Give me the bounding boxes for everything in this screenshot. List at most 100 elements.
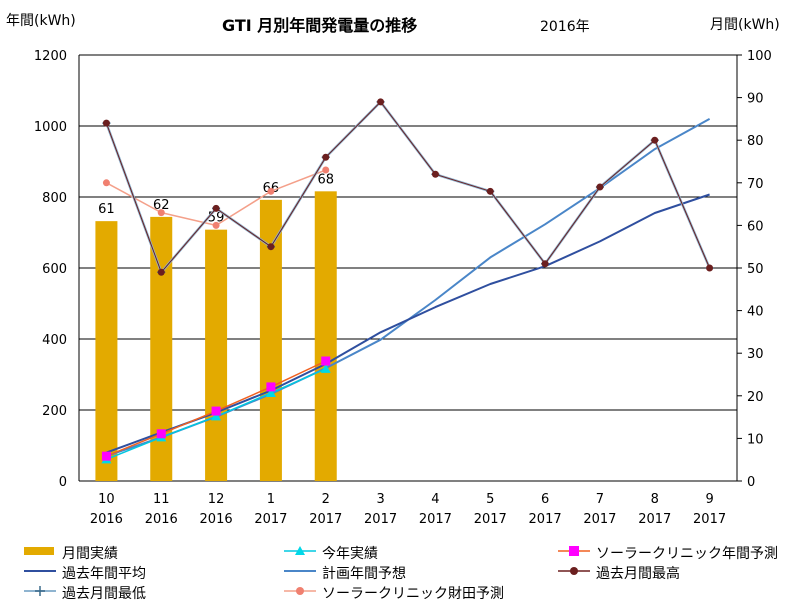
right-axis-tick-label: 40: [747, 305, 764, 320]
legend-label-solar-clinic-annual-forecast: ソーラークリニック年間予測: [596, 546, 778, 562]
marker-past-monthly-max: [541, 260, 549, 268]
left-axis-tick-label: 800: [42, 191, 67, 206]
x-axis-tick-label-year: 2017: [583, 512, 616, 527]
x-axis-tick-label-month: 3: [376, 492, 384, 507]
marker-past-monthly-max: [157, 268, 165, 276]
bar-monthly-actual: [314, 191, 337, 481]
marker-solar-clinic-annual-forecast: [211, 406, 221, 416]
bar-monthly-actual: [150, 216, 173, 481]
chart-title: GTI 月別年間発電量の推移: [222, 16, 418, 35]
legend-label-past-annual-average: 過去年間平均: [62, 566, 146, 582]
x-axis-tick-label-month: 6: [541, 492, 549, 507]
left-axis-tick-label: 1200: [34, 49, 67, 64]
bar-monthly-actual: [259, 199, 282, 481]
legend-label-this-year-actual: 今年実績: [322, 546, 378, 562]
x-axis-tick-label-month: 10: [98, 492, 115, 507]
legend-swatch-monthly-actual: [24, 547, 54, 555]
bar-data-label: 62: [153, 198, 170, 213]
right-axis-tick-label: 70: [747, 177, 764, 192]
legend-label-past-monthly-max: 過去月間最高: [596, 566, 680, 582]
marker-past-monthly-max: [212, 204, 220, 212]
legend-label-solar-clinic-takarada-forecast: ソーラークリニック財田予測: [322, 586, 504, 602]
right-axis-unit-label: 月間(kWh): [710, 17, 780, 33]
left-axis-tick-label: 1000: [34, 120, 67, 135]
marker-past-monthly-max: [596, 183, 604, 191]
x-axis-tick-label-year: 2016: [200, 512, 233, 527]
marker-past-monthly-max: [377, 98, 385, 106]
x-axis-tick-label-year: 2017: [529, 512, 562, 527]
x-axis-tick-label-year: 2017: [309, 512, 342, 527]
legend: 月間実績 今年実績 ソーラークリニック年間予測 過去年間平均 計画年間予想 過去…: [0, 538, 793, 606]
x-axis-tick-label-year: 2016: [145, 512, 178, 527]
marker-past-monthly-max: [431, 170, 439, 178]
x-axis-tick-label-year: 2017: [364, 512, 397, 527]
right-axis-tick-label: 100: [747, 49, 772, 64]
x-axis-tick-label-year: 2017: [693, 512, 726, 527]
line-past-monthly-max: [105, 101, 711, 273]
line-past-annual-average: [106, 193, 710, 454]
right-axis-tick-label: 30: [747, 347, 764, 362]
marker-solar-clinic-takarada-forecast: [267, 187, 275, 195]
marker-past-monthly-max: [267, 243, 275, 251]
x-axis-tick-label-month: 5: [486, 492, 494, 507]
right-axis-tick-label: 20: [747, 390, 764, 405]
x-axis-tick-label-month: 9: [705, 492, 713, 507]
legend-label-planned-annual-forecast: 計画年間予想: [322, 566, 406, 582]
right-axis-tick-label: 60: [747, 219, 764, 234]
marker-this-year-actual: [211, 411, 222, 421]
x-axis-tick-label-month: 7: [596, 492, 604, 507]
legend-swatch-solar-clinic-annual-forecast: [558, 546, 590, 556]
x-axis-tick-label-month: 1: [267, 492, 275, 507]
legend-swatch-past-annual-average: [24, 570, 56, 572]
x-axis-tick-label-month: 12: [208, 492, 225, 507]
marker-solar-clinic-annual-forecast: [156, 429, 166, 439]
marker-solar-clinic-takarada-forecast: [212, 221, 220, 229]
marker-past-monthly-max: [322, 153, 330, 161]
right-axis-tick-label: 50: [747, 262, 764, 277]
left-axis-tick-label: 0: [59, 475, 67, 490]
right-axis-tick-label: 80: [747, 134, 764, 149]
bar-monthly-actual: [95, 221, 118, 481]
marker-solar-clinic-takarada-forecast: [322, 166, 330, 174]
marker-this-year-actual: [320, 363, 331, 373]
x-axis-tick-label-year: 2017: [419, 512, 452, 527]
left-axis-tick-label: 400: [42, 333, 67, 348]
marker-solar-clinic-takarada-forecast: [102, 179, 110, 187]
bar-data-label: 61: [98, 202, 115, 217]
right-axis-tick-label: 90: [747, 92, 764, 107]
marker-solar-clinic-takarada-forecast: [157, 209, 165, 217]
bar-monthly-actual: [205, 229, 228, 481]
legend-swatch-planned-annual-forecast: [284, 570, 316, 572]
x-axis-tick-label-year: 2017: [638, 512, 671, 527]
bar-data-label: 68: [317, 172, 334, 187]
x-axis-tick-label-month: 4: [431, 492, 439, 507]
marker-this-year-actual: [265, 387, 276, 397]
x-axis-tick-label-year: 2017: [254, 512, 287, 527]
left-axis-unit-label: 年間(kWh): [6, 13, 76, 29]
legend-swatch-past-monthly-min: [24, 586, 56, 596]
x-axis-tick-label-month: 8: [651, 492, 659, 507]
x-axis-tick-label-month: 11: [153, 492, 170, 507]
marker-past-monthly-max: [651, 136, 659, 144]
marker-solar-clinic-annual-forecast: [321, 356, 331, 366]
legend-swatch-solar-clinic-takarada-forecast: [284, 587, 316, 595]
right-axis-tick-label: 10: [747, 432, 764, 447]
line-past-monthly-min: [105, 100, 711, 274]
marker-past-monthly-max: [706, 264, 714, 272]
left-axis-tick-label: 600: [42, 262, 67, 277]
legend-label-past-monthly-min: 過去月間最低: [62, 586, 146, 602]
x-axis-tick-label-year: 2016: [90, 512, 123, 527]
legend-swatch-past-monthly-max: [558, 567, 590, 575]
marker-solar-clinic-annual-forecast: [101, 451, 111, 461]
legend-swatch-this-year-actual: [284, 546, 316, 555]
x-axis-tick-label-month: 2: [322, 492, 330, 507]
marker-past-monthly-max: [486, 187, 494, 195]
legend-label-monthly-actual: 月間実績: [62, 546, 118, 562]
chart-subtitle: 2016年: [540, 19, 590, 35]
marker-past-monthly-max: [102, 119, 110, 127]
left-axis-tick-label: 200: [42, 404, 67, 419]
marker-solar-clinic-annual-forecast: [266, 382, 276, 392]
right-axis-tick-label: 0: [747, 475, 755, 490]
x-axis-tick-label-year: 2017: [474, 512, 507, 527]
